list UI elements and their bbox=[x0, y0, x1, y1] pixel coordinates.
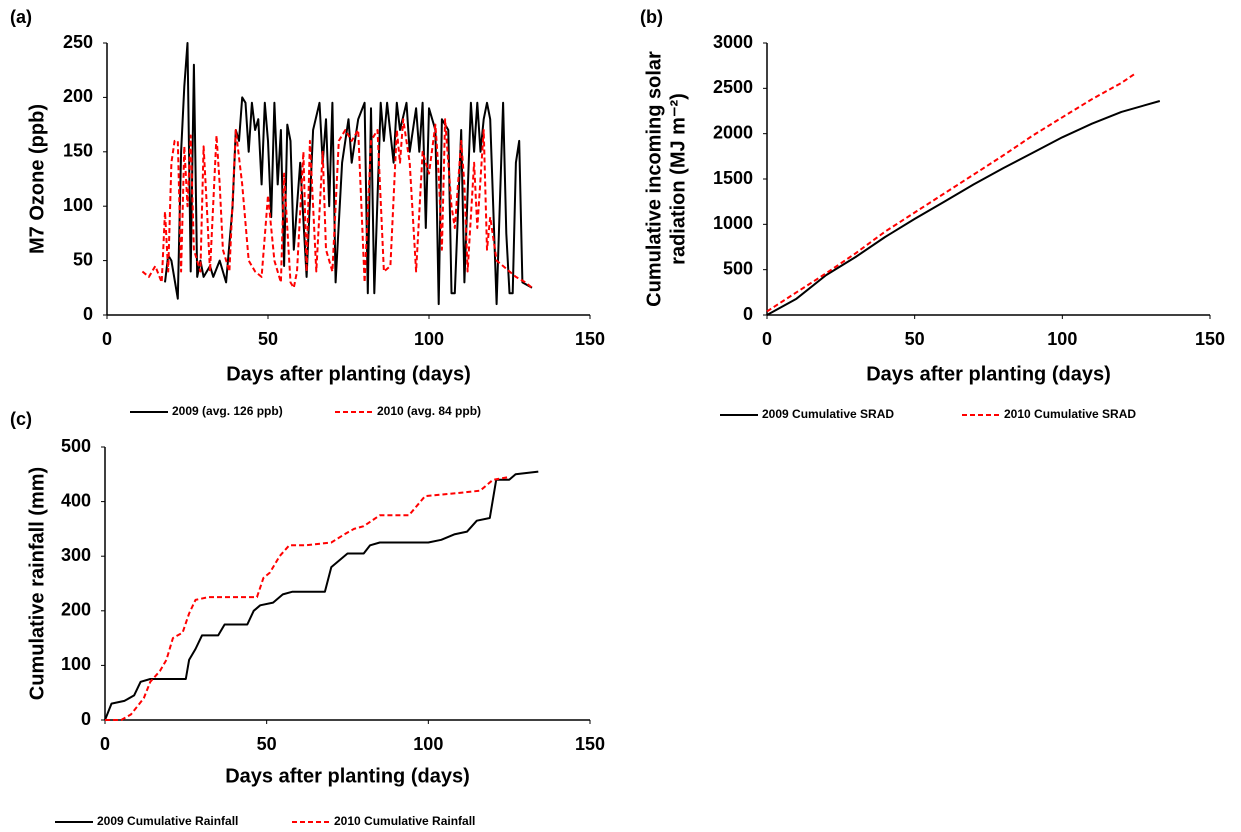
x-tick-label: 0 bbox=[762, 329, 772, 349]
y-axis-label: Cumulative incoming solar bbox=[643, 51, 665, 307]
y-tick-label: 300 bbox=[61, 545, 91, 565]
x-tick-label: 0 bbox=[100, 734, 110, 754]
x-tick-label: 150 bbox=[575, 329, 605, 349]
y-tick-label: 100 bbox=[63, 195, 93, 215]
x-axis-label: Days after planting (days) bbox=[225, 765, 470, 787]
y-tick-label: 2000 bbox=[713, 122, 753, 142]
x-axis-label: Days after planting (days) bbox=[866, 363, 1111, 385]
legend-label: 2010 Cumulative Rainfall bbox=[334, 814, 475, 828]
data-line bbox=[164, 42, 533, 306]
y-tick-label: 500 bbox=[723, 258, 753, 278]
legend-label: 2009 (avg. 126 ppb) bbox=[172, 404, 283, 418]
y-axis-label: Cumulative rainfall (mm) bbox=[26, 467, 48, 700]
legend-label: 2010 (avg. 84 ppb) bbox=[377, 404, 481, 418]
y-tick-label: 2500 bbox=[713, 77, 753, 97]
y-tick-label: 50 bbox=[73, 249, 93, 269]
y-tick-label: 1000 bbox=[713, 213, 753, 233]
y-tick-label: 150 bbox=[63, 141, 93, 161]
panel-label: (b) bbox=[640, 7, 663, 27]
y-tick-label: 200 bbox=[61, 600, 91, 620]
data-line bbox=[766, 100, 1161, 316]
panel-label: (a) bbox=[10, 7, 32, 27]
legend-label: 2009 Cumulative SRAD bbox=[762, 407, 894, 421]
data-line bbox=[766, 72, 1137, 313]
x-tick-label: 50 bbox=[905, 329, 925, 349]
x-tick-label: 100 bbox=[414, 329, 444, 349]
y-tick-label: 500 bbox=[61, 436, 91, 456]
y-tick-label: 0 bbox=[81, 709, 91, 729]
x-tick-label: 0 bbox=[102, 329, 112, 349]
y-axis-label: M7 Ozone (ppb) bbox=[26, 104, 48, 254]
y-tick-label: 3000 bbox=[713, 32, 753, 52]
y-tick-label: 200 bbox=[63, 86, 93, 106]
y-tick-label: 100 bbox=[61, 654, 91, 674]
data-line bbox=[104, 470, 539, 721]
y-tick-label: 0 bbox=[743, 304, 753, 324]
x-tick-label: 100 bbox=[413, 734, 443, 754]
y-tick-label: 0 bbox=[83, 304, 93, 324]
legend-label: 2009 Cumulative Rainfall bbox=[97, 814, 238, 828]
data-line bbox=[105, 476, 510, 721]
data-line bbox=[141, 118, 533, 289]
y-axis-label: radiation (MJ m⁻²) bbox=[667, 93, 689, 265]
x-tick-label: 150 bbox=[575, 734, 605, 754]
x-tick-label: 50 bbox=[257, 734, 277, 754]
y-tick-label: 250 bbox=[63, 32, 93, 52]
legend-label: 2010 Cumulative SRAD bbox=[1004, 407, 1136, 421]
y-tick-label: 400 bbox=[61, 490, 91, 510]
x-axis-label: Days after planting (days) bbox=[226, 363, 471, 385]
panel-label: (c) bbox=[10, 409, 32, 429]
x-tick-label: 100 bbox=[1047, 329, 1077, 349]
y-tick-label: 1500 bbox=[713, 168, 753, 188]
x-tick-label: 150 bbox=[1195, 329, 1225, 349]
x-tick-label: 50 bbox=[258, 329, 278, 349]
